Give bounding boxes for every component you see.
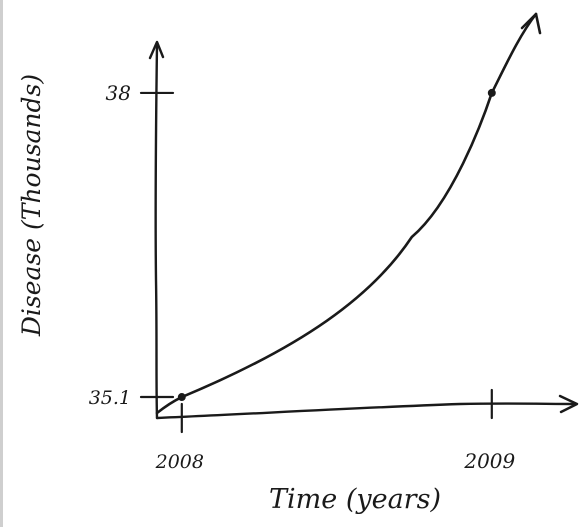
data-point	[487, 88, 496, 97]
x-axis	[155, 402, 578, 420]
series-layer	[155, 12, 542, 415]
y-tick-label: 38	[106, 81, 131, 105]
y-axis-arrowhead	[148, 40, 165, 60]
left-border	[0, 0, 3, 527]
y-axis-label: Disease (Thousands)	[17, 74, 46, 337]
y-axis	[154, 42, 159, 420]
x-axis-label: Time (years)	[269, 484, 441, 515]
x-tick-label: 2009	[463, 449, 515, 473]
series-line	[155, 12, 538, 415]
data-point	[177, 393, 186, 402]
x-axis-arrowhead	[558, 394, 579, 414]
y-tick-label: 35.1	[89, 387, 131, 409]
tick-marks	[139, 91, 493, 434]
series-arrowhead	[520, 12, 542, 35]
x-tick-label: 2008	[155, 451, 204, 473]
